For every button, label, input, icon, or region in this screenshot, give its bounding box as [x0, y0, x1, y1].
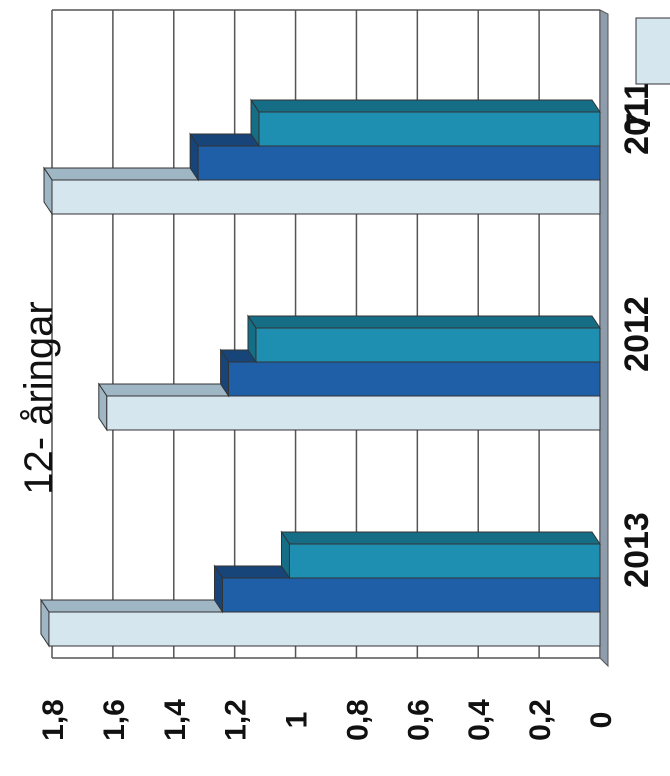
tick-labels: 0 0,2 0,4 0,6 0,8 1 1,2 1,4 1,6 1,8 2011 2012 2013 [37, 81, 656, 741]
axis-wall [599, 9, 609, 668]
legend-label: 7 [620, 113, 658, 132]
y-tick-label: 0,8 [341, 699, 374, 741]
plot-frame [52, 9, 609, 668]
y-tick-label: 1,2 [220, 699, 253, 741]
y-tick-label: 1 [281, 712, 314, 729]
bar-2013-s1 [48, 611, 601, 647]
bar-2011-s2 [197, 145, 601, 181]
x-tick-label: 2011 [618, 81, 656, 155]
y-tick-label: 1,6 [98, 699, 131, 741]
bar-2013-s3 [288, 543, 601, 579]
bar-top-2013-s3 [280, 531, 601, 545]
bar-2012-s2 [228, 361, 601, 397]
bar-2013-s2 [221, 577, 601, 613]
y-tick-label: 0,4 [463, 699, 496, 741]
x-tick-label: 2012 [618, 296, 656, 372]
chart-title: 12- åringar [17, 301, 61, 494]
bar-2011-s1 [51, 179, 601, 215]
y-tick-label: 0 [585, 712, 618, 729]
y-tick-label: 0,2 [524, 699, 557, 741]
bar-2012-s3 [255, 327, 601, 363]
y-tick-label: 0,6 [402, 699, 435, 741]
bar-top-2011-s3 [250, 99, 601, 113]
bar-2012-s1 [106, 395, 601, 431]
legend: 7 [620, 17, 670, 132]
y-tick-label: 1,8 [37, 699, 70, 741]
x-tick-label: 2013 [618, 512, 656, 588]
legend-swatch [635, 17, 670, 85]
bar-2011-s3 [258, 111, 601, 147]
y-tick-label: 1,4 [159, 699, 192, 741]
bars [40, 98, 601, 648]
bar-top-2012-s3 [247, 315, 601, 329]
